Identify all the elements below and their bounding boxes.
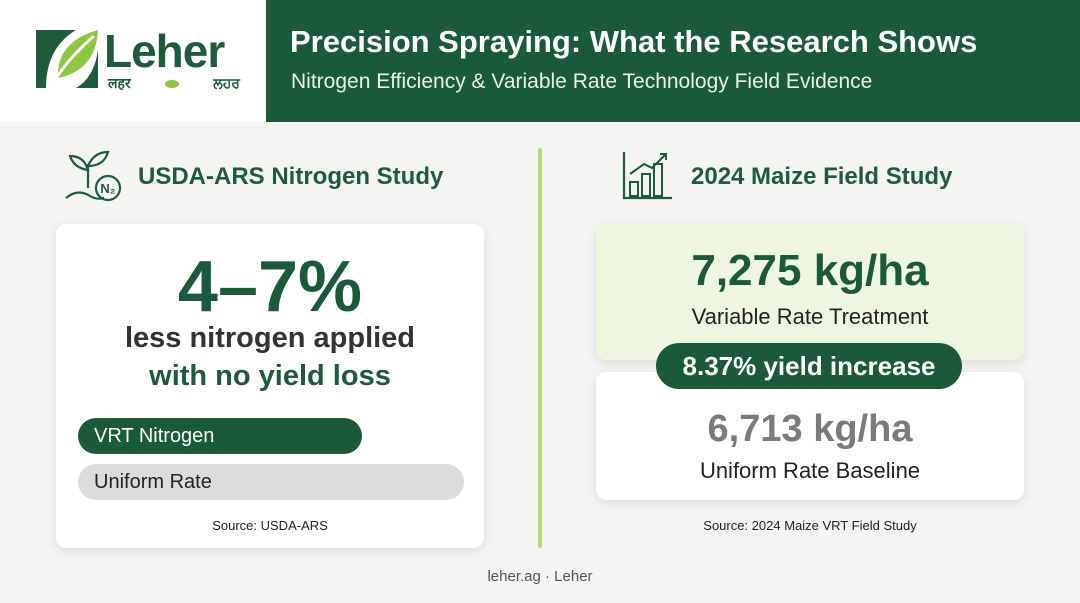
sprout-n2-icon: N₂ <box>65 150 122 202</box>
nitrogen-study-card: 4–7% less nitrogen applied with no yield… <box>56 224 484 548</box>
uniform-baseline-card: 6,713 kg/ha Uniform Rate Baseline <box>596 372 1024 500</box>
bar-chart-growth-icon <box>622 152 672 200</box>
brand-name: Leher <box>104 25 225 77</box>
left-source: Source: USDA-ARS <box>212 518 328 533</box>
tagline-punjabi: ਲਹਰ <box>213 75 240 92</box>
nitrogen-reduction-stat: 4–7% <box>177 247 363 327</box>
uniform-rate-label: Uniform Rate <box>94 471 212 493</box>
yield-increase-badge: 8.37% yield increase <box>656 343 962 389</box>
leaf-logo-icon <box>36 30 98 88</box>
left-section-title: USDA-ARS Nitrogen Study <box>138 163 444 190</box>
brand-tagline: लहर ਲਹਰ <box>108 74 240 93</box>
svg-text:N₂: N₂ <box>100 181 115 196</box>
baseline-yield-label: Uniform Rate Baseline <box>699 458 921 483</box>
right-source: Source: 2024 Maize VRT Field Study <box>703 518 917 533</box>
brand-logo: Leher लहर ਲਹਰ <box>0 0 266 122</box>
vrt-yield-label: Variable Rate Treatment <box>691 304 929 329</box>
footer-text: leher.ag · Leher <box>487 568 593 585</box>
vrt-yield-value: 7,275 kg/ha <box>691 246 929 295</box>
tagline-dot <box>164 79 179 88</box>
header-band: Precision Spraying: What the Research Sh… <box>266 0 1080 122</box>
tagline-hindi: लहर <box>108 76 131 92</box>
variable-rate-card: 7,275 kg/ha Variable Rate Treatment <box>596 224 1024 360</box>
page-title: Precision Spraying: What the Research Sh… <box>290 24 978 59</box>
stat-description-line2: with no yield loss <box>149 360 391 392</box>
uniform-rate-bar: Uniform Rate <box>78 464 464 500</box>
page-subtitle: Nitrogen Efficiency & Variable Rate Tech… <box>291 70 873 93</box>
stat-description-line1: less nitrogen applied <box>124 322 416 354</box>
right-section-title: 2024 Maize Field Study <box>691 163 953 190</box>
vrt-nitrogen-label: VRT Nitrogen <box>94 425 215 447</box>
baseline-yield-value: 6,713 kg/ha <box>707 408 913 450</box>
vrt-nitrogen-bar: VRT Nitrogen <box>78 418 362 454</box>
section-divider <box>538 148 542 548</box>
